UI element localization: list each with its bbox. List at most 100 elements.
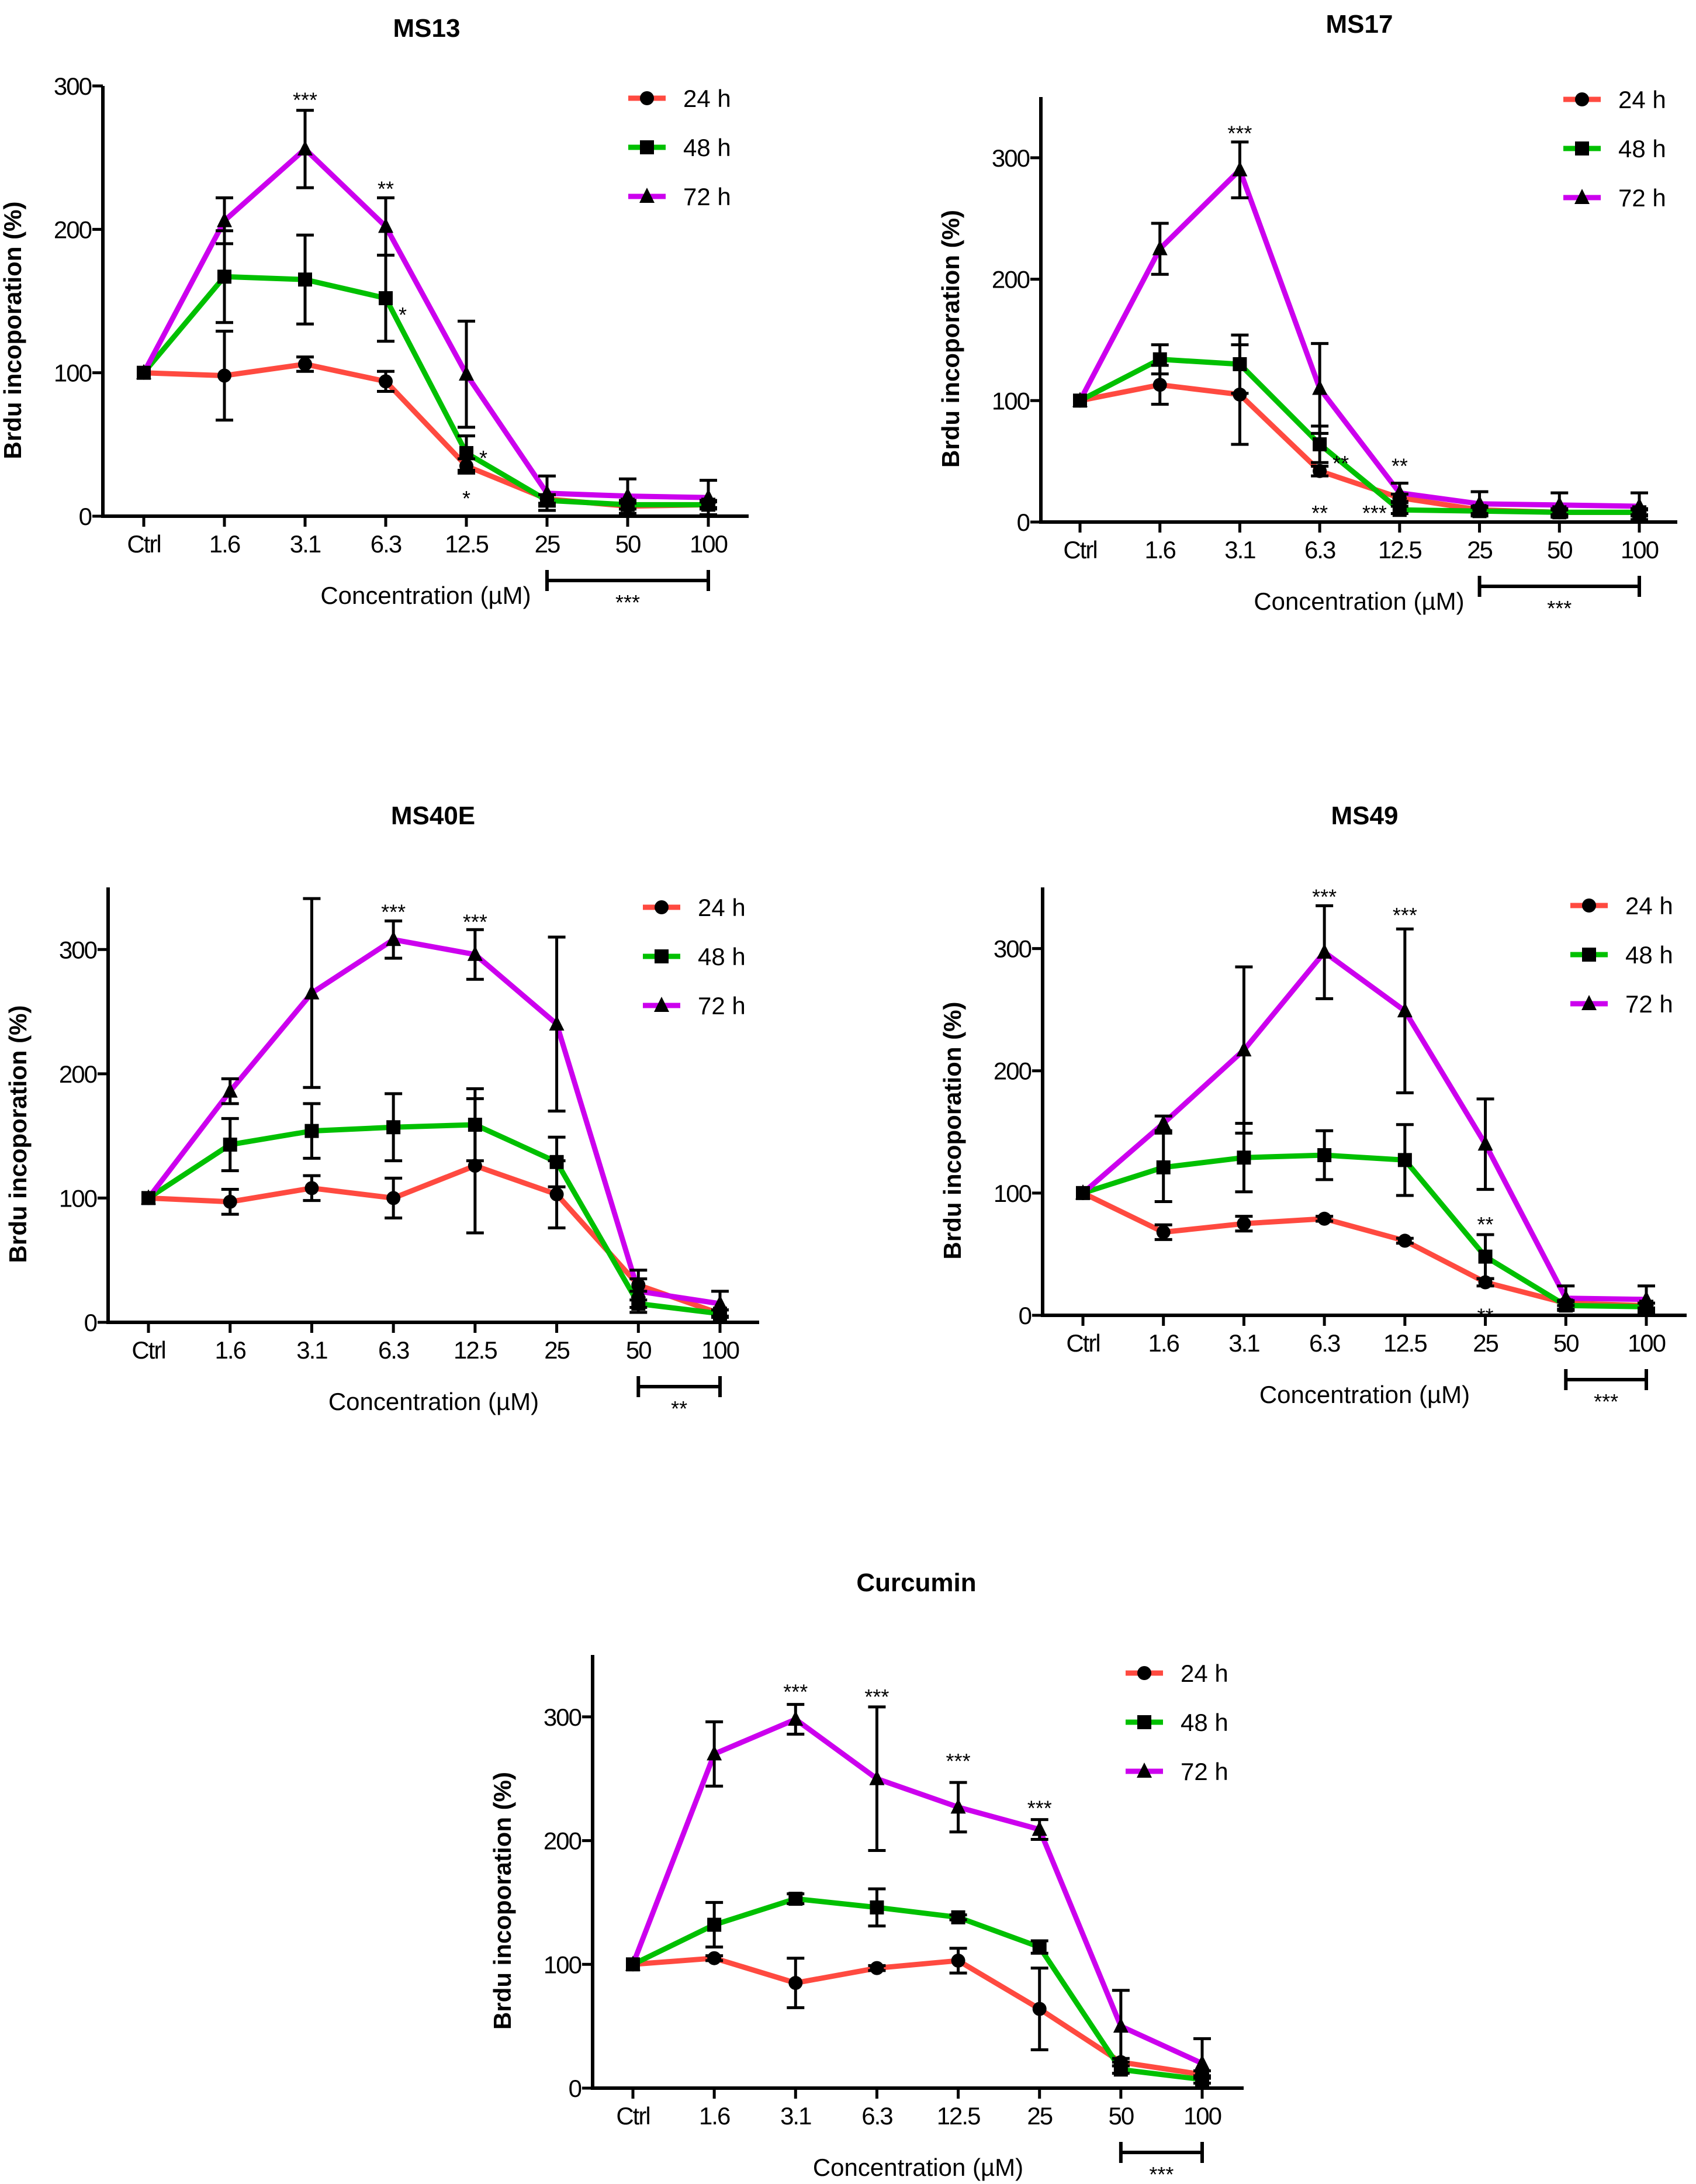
significance-annotation: *** [946,1749,971,1773]
series-24h-circle-marker [870,1961,884,1975]
significance-annotation: ** [1477,1212,1494,1236]
significance-bracket-label: *** [1547,596,1572,620]
series-48h-square-marker [707,1917,722,1932]
legend-item-24h: 24 h [1563,86,1666,113]
series-72h-triangle-marker [869,1770,885,1785]
legend-item-48h: 48 h [1126,1709,1228,1736]
series-72h-triangle-marker [1236,1041,1252,1057]
chart-panel-ms13: MS13 0 100 200 300 Ctrl 1.6 3.1 6.3 12.5 25 50 100 Co… [0,14,749,614]
series-72h-triangle-marker [712,1295,728,1311]
x-tick-label: 25 [1027,2102,1052,2130]
significance-annotation: *** [381,900,406,924]
x-tick-label: 6.3 [378,1336,409,1364]
x-tick-label: 3.1 [1228,1329,1259,1357]
x-axis-label: Concentration (µM) [813,2154,1023,2181]
x-tick-label: 6.3 [1309,1329,1340,1357]
legend-item-72h: 72 h [1126,1758,1228,1785]
series-48h-square-marker [1317,1148,1332,1163]
series-48h-square-marker [1156,1160,1171,1174]
series-72h-triangle-marker [1032,1820,1047,1836]
series-line-72h [630,1716,1203,2066]
x-tick-label: 25 [535,530,560,558]
legend-item-48h: 48 h [643,943,746,970]
x-tick-label: Ctrl [1066,1329,1099,1357]
series-24h-circle-marker [1032,2002,1047,2016]
significance-annotation: *** [1393,903,1417,927]
y-tick-label: 0 [569,2075,582,2102]
series-line-48h [141,274,708,507]
legend-label: 48 h [1181,1709,1228,1736]
x-tick-label: 3.1 [290,530,321,558]
y-tick-label: 300 [992,144,1030,172]
x-axis-label: Concentration (µM) [1259,1381,1470,1408]
legend-circle-marker [640,91,654,105]
x-tick-label: 25 [1467,536,1492,564]
significance-bracket-label: *** [615,590,640,614]
significance-annotation: * [479,446,487,470]
x-tick-label: 3.1 [780,2102,811,2130]
chart-title: MS17 [1326,10,1393,39]
legend: 24 h 48 h 72 h [1570,892,1673,1018]
series-72h-triangle-marker [631,1282,646,1298]
significance-annotation: * [462,486,470,510]
significance-bracket-label: *** [1149,2162,1174,2181]
x-tick-label: 6.3 [861,2102,892,2130]
legend-label: 72 h [1618,184,1666,212]
x-tick-label: 6.3 [371,530,401,558]
significance-annotation: ** [378,177,394,201]
legend-label: 48 h [698,943,746,970]
series-24h-circle-marker [1237,1217,1251,1231]
series-48h-square-marker [1313,437,1327,452]
legend-item-24h: 24 h [628,85,731,112]
series-line-72h [141,146,709,500]
significance-annotation: *** [463,910,487,934]
series-line-48h [1082,1152,1647,1309]
significance-annotation: *** [783,1680,808,1704]
y-tick-label: 200 [994,1058,1032,1085]
series-48h-square-marker [1392,503,1407,517]
x-tick-label: 25 [1473,1329,1498,1357]
series-24h-circle-marker [298,357,312,371]
y-tick-label: 100 [54,360,92,387]
chart-panel-ms17: MS17 0 100 200 300 Ctrl 1.6 3.1 6.3 12.5 25 50 100 Co… [937,10,1677,620]
series-24h-circle-marker [1397,1233,1412,1248]
legend-triangle-marker [654,997,669,1012]
x-tick-label: 50 [1553,1329,1579,1357]
series-48h-square-marker [1237,1150,1251,1165]
series-48h-square-marker [459,446,473,461]
series-72h-triangle-marker [1632,497,1647,513]
series-24h-circle-marker [386,1191,401,1205]
x-tick-label: 50 [1547,536,1572,564]
x-tick-label: 12.5 [937,2102,980,2130]
series-48h-square-marker [788,1892,803,1906]
x-tick-label: 1.6 [1145,536,1176,564]
legend-item-72h: 72 h [1570,990,1673,1018]
x-tick-label: 3.1 [1224,536,1255,564]
chart-panel-ms49: MS49 0 100 200 300 Ctrl 1.6 3.1 6.3 12.5 25 50 100 Co… [939,801,1687,1414]
series-48h-square-marker [1233,357,1247,371]
legend-label: 24 h [1618,86,1666,113]
series-72h-triangle-marker [1072,392,1088,407]
series-48h-square-marker [549,1155,564,1169]
legend: 24 h 48 h 72 h [1126,1660,1228,1785]
x-tick-label: 50 [615,530,641,558]
significance-annotation: ** [1332,451,1349,475]
x-tick-label: 50 [626,1336,651,1364]
significance-annotation: ** [1477,1304,1494,1328]
y-tick-label: 0 [1019,1302,1032,1329]
x-axis-label: Concentration (µM) [328,1388,539,1415]
y-tick-label: 300 [54,72,92,100]
series-line-72h [1081,949,1647,1302]
chart-title: MS40E [391,801,475,830]
x-tick-label: 1.6 [699,2102,730,2130]
legend-label: 24 h [1625,892,1673,920]
y-axis-label: Brdu incoporation (%) [0,202,26,459]
series-48h-square-marker [223,1138,237,1152]
legend-circle-marker [1575,92,1589,106]
y-tick-label: 0 [1017,509,1030,536]
legend-circle-marker [1137,1666,1151,1680]
series-72h-triangle-marker [1232,161,1248,177]
series-72h-triangle-marker [1317,943,1332,959]
x-tick-label: 12.5 [445,530,488,558]
